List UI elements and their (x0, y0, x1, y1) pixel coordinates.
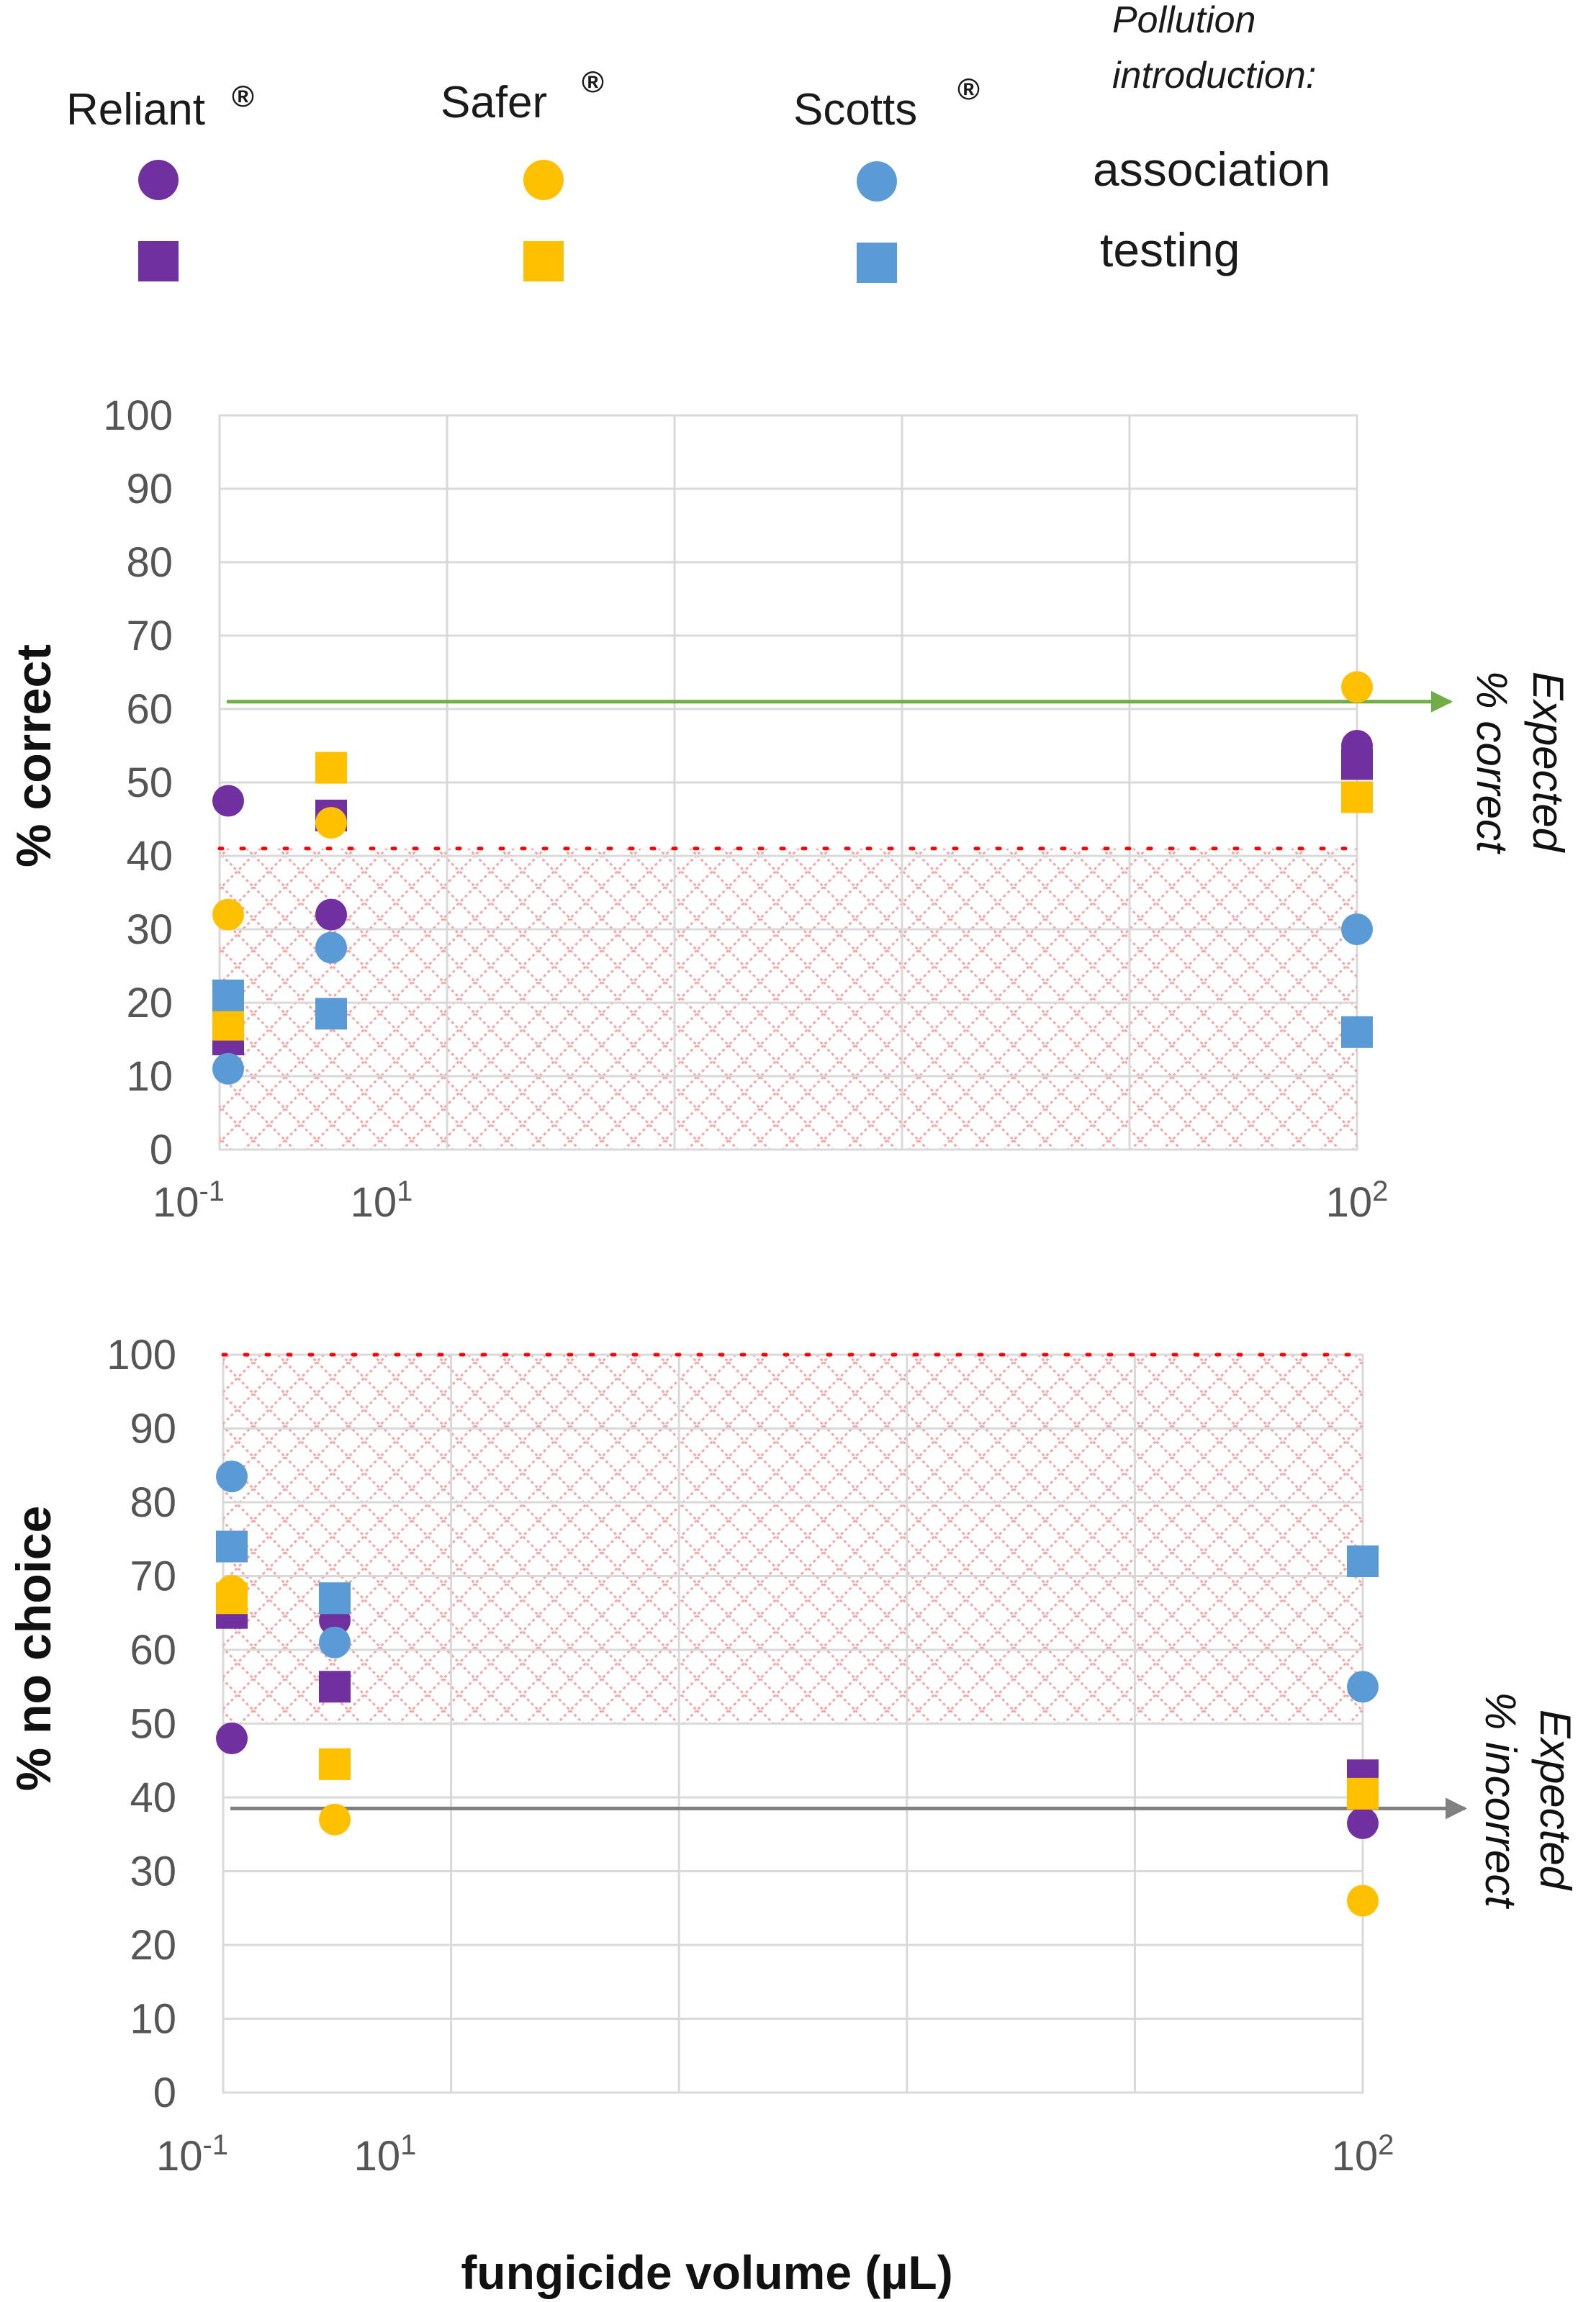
legend-reliant-association-circle (138, 160, 179, 200)
bot-scotts-association-circle-0 (216, 1461, 248, 1493)
top-ytick-0: 0 (150, 1127, 173, 1173)
bot-ytick-20: 20 (130, 1922, 176, 1969)
top-ytick-70: 70 (126, 613, 173, 659)
top-safer-association-circle-1 (315, 807, 347, 839)
top-grid (220, 414, 1357, 1151)
bot-ytick-0: 0 (153, 2069, 176, 2116)
top-ytick-90: 90 (126, 466, 173, 513)
bot-ytick-70: 70 (130, 1553, 176, 1600)
top-hatch-fill (220, 848, 1357, 1150)
top-safer-testing-square-1 (315, 751, 347, 784)
legend-brand-safer: Safer (441, 78, 547, 127)
top-ytick-60: 60 (126, 686, 173, 733)
bot-ytick-10: 10 (130, 1996, 176, 2043)
top-expected-label-line1: Expected (1524, 672, 1572, 853)
bot-scotts-testing-square-2 (1347, 1545, 1379, 1577)
legend-brand-reliant: Reliant (66, 85, 205, 135)
top-y-axis-label: % correct (6, 644, 61, 867)
top-ytick-80: 80 (126, 539, 173, 586)
legend-scotts-testing-square (857, 243, 897, 283)
bot-reliant-association-circle-2 (1347, 1807, 1379, 1839)
bot-ytick-40: 40 (130, 1774, 176, 1821)
top-safer-association-circle-2 (1341, 671, 1373, 703)
top-scotts-association-circle-2 (1341, 913, 1373, 945)
legend-mark-safer: ® (582, 65, 604, 99)
bot-xtick-0: 10-1 (156, 2129, 228, 2180)
top-safer-association-circle-0 (212, 898, 244, 931)
top-xtick-2: 102 (1326, 1175, 1389, 1226)
top-xtick-1: 101 (351, 1175, 413, 1226)
bottom-y-ticks: 0 10 20 30 40 50 60 70 80 90 100 (107, 1332, 176, 2116)
top-safer-testing-square-0 (212, 1008, 244, 1041)
legend-heading-line2: introduction: (1112, 55, 1316, 96)
top-safer-testing-square-2 (1341, 781, 1373, 813)
top-ytick-20: 20 (126, 980, 173, 1026)
top-scotts-association-circle-1 (315, 931, 347, 964)
bot-ytick-90: 90 (130, 1406, 176, 1453)
legend-brand-scotts: Scotts (793, 85, 917, 135)
legend-mark-reliant: ® (232, 79, 254, 113)
bot-safer-association-circle-1 (319, 1803, 351, 1836)
bot-reliant-association-circle-0 (216, 1723, 248, 1754)
bottom-expected-label-line2: % incorrect (1476, 1692, 1525, 1909)
top-scotts-testing-square-1 (315, 998, 347, 1030)
bottom-data-points (216, 1461, 1379, 1917)
top-ytick-100: 100 (103, 392, 173, 439)
bot-xtick-1: 101 (354, 2129, 417, 2180)
bot-ytick-30: 30 (130, 1849, 176, 1895)
top-xtick-0: 10-1 (153, 1175, 225, 1226)
legend-heading-line1: Pollution (1112, 0, 1255, 41)
chart-percent-correct: 0 10 20 30 40 50 60 70 80 90 100 10-1 101 102 % corr… (6, 392, 1572, 1226)
top-ytick-10: 10 (126, 1053, 173, 1100)
bottom-expected-label-line1: Expected (1531, 1710, 1579, 1891)
bot-xtick-2: 102 (1332, 2129, 1394, 2180)
bot-ytick-100: 100 (107, 1332, 176, 1378)
top-expected-label-line2: % correct (1468, 670, 1516, 854)
top-reliant-testing-square-2 (1341, 748, 1373, 780)
legend-safer-association-circle (523, 160, 564, 200)
top-reliant-association-circle-0 (212, 785, 244, 817)
legend: Pollution introduction: Reliant ® Safer … (66, 0, 1330, 283)
bot-safer-association-circle-2 (1347, 1885, 1379, 1917)
legend-safer-testing-square (523, 241, 564, 281)
legend-label-testing: testing (1100, 223, 1240, 276)
legend-label-association: association (1093, 143, 1330, 196)
top-y-ticks: 0 10 20 30 40 50 60 70 80 90 100 (103, 392, 173, 1173)
x-axis-label: fungicide volume (µL) (461, 2246, 952, 2299)
top-ytick-30: 30 (126, 906, 173, 953)
top-scotts-association-circle-0 (212, 1052, 244, 1085)
bot-ytick-80: 80 (130, 1479, 176, 1526)
bottom-grid (223, 1353, 1363, 2094)
top-ytick-40: 40 (126, 833, 173, 880)
bot-ytick-60: 60 (130, 1627, 176, 1674)
bottom-hatched-region (223, 1355, 1363, 1724)
top-hatched-region (220, 848, 1357, 1150)
top-ytick-50: 50 (126, 759, 173, 806)
bot-safer-testing-square-2 (1347, 1777, 1379, 1810)
top-scotts-testing-square-2 (1341, 1016, 1373, 1048)
bot-scotts-association-circle-2 (1347, 1671, 1379, 1703)
chart-percent-no-choice: 0 10 20 30 40 50 60 70 80 90 100 10-1 101 102 % no c… (6, 1332, 1579, 2299)
bot-scotts-association-circle-1 (319, 1626, 351, 1658)
bot-safer-testing-square-0 (216, 1582, 248, 1615)
bottom-x-ticks: 10-1 101 102 (156, 2129, 1394, 2180)
top-scotts-testing-square-0 (212, 979, 244, 1011)
bot-safer-testing-square-1 (319, 1748, 351, 1780)
legend-scotts-association-circle (857, 161, 897, 202)
bot-scotts-testing-square-1 (319, 1582, 351, 1615)
legend-mark-scotts: ® (957, 72, 980, 106)
top-reliant-association-circle-1 (315, 898, 347, 931)
bottom-y-axis-label: % no choice (6, 1506, 61, 1792)
legend-reliant-testing-square (138, 241, 179, 281)
bot-ytick-50: 50 (130, 1701, 176, 1748)
top-x-ticks: 10-1 101 102 (153, 1175, 1388, 1226)
top-data-points (212, 671, 1373, 1085)
bot-hatch-fill (223, 1355, 1363, 1724)
bot-reliant-testing-square-1 (319, 1671, 351, 1703)
bot-scotts-testing-square-0 (216, 1530, 248, 1563)
